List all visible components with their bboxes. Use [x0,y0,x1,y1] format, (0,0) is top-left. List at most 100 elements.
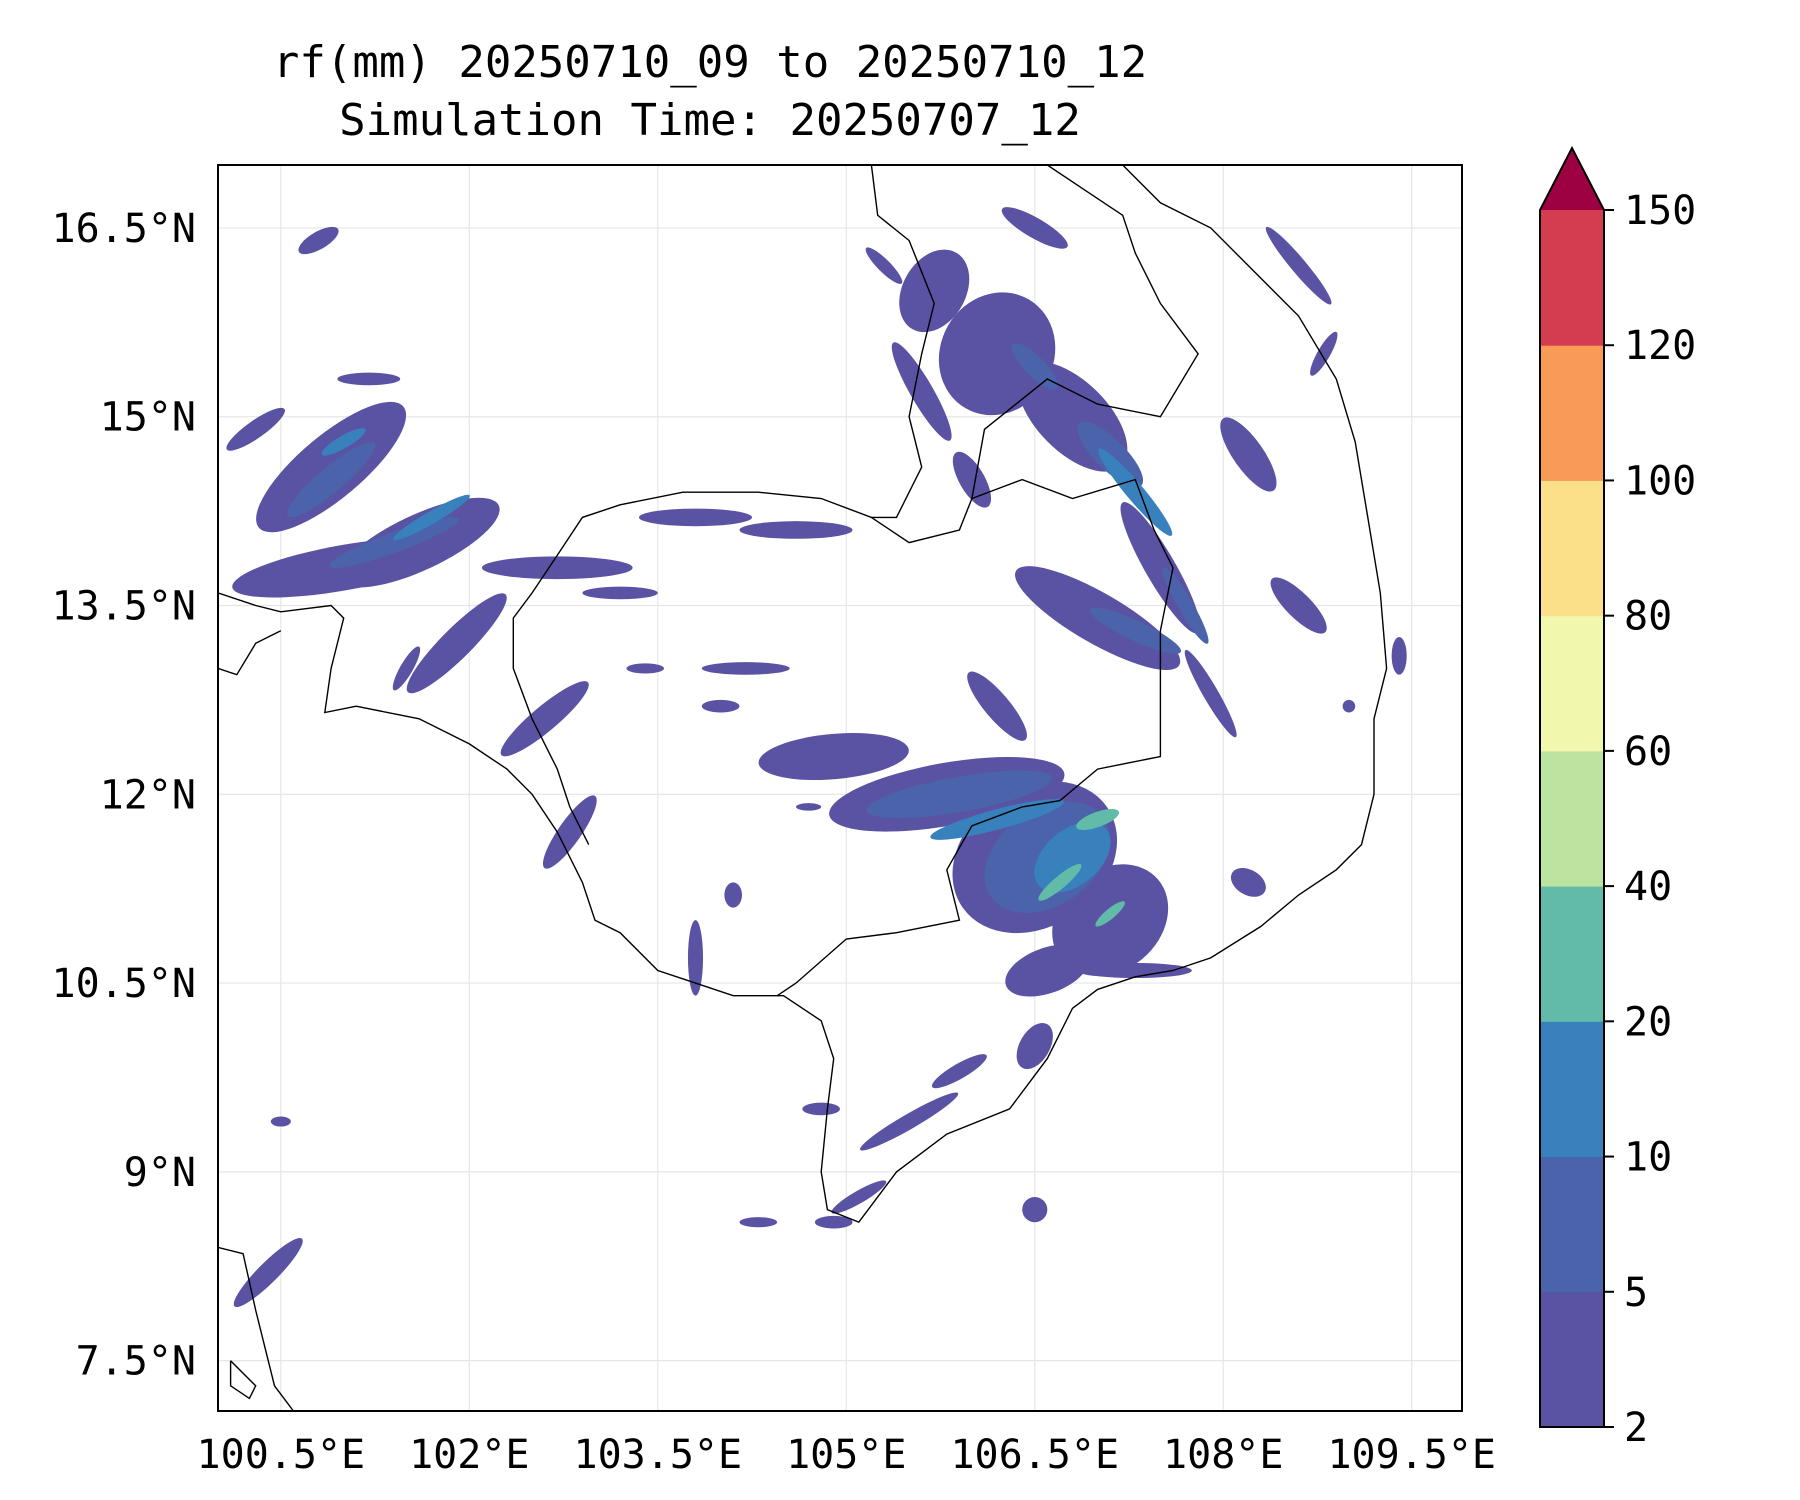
rainfall-patch [891,342,952,441]
colorbar-segment [1540,1021,1604,1158]
latitude-tick-label: 10.5°N [52,961,197,1007]
coastline [218,1246,294,1411]
rainfall-patch [952,451,992,508]
rainfall-patch [638,508,753,527]
rainfall-patch [865,247,903,285]
latitude-tick-label: 9°N [124,1150,196,1196]
colorbar-segment [1540,210,1604,346]
country-border [512,165,935,845]
rainfall-patch [687,920,704,996]
rainfall-patch [1034,821,1111,893]
rainfall-patch [1095,901,1125,927]
rainfall-patch [1098,448,1173,536]
rainfall-patch [337,372,401,386]
colorbar-outline [1539,145,1605,1428]
longitude-tick-label: 100.5°E [197,1432,366,1478]
rainfall-patch [802,1102,840,1116]
longitude-tick-label: 106.5°E [950,1432,1119,1478]
rainfall-patch [1038,863,1082,901]
rainfall-patch [1005,944,1090,997]
rainfall-patch [859,1092,959,1151]
colorbar: 2 5 10 20 40 60 80 100 120 150 [1539,145,1696,1451]
rainfall-patch [796,803,822,811]
latitude-tick-label: 13.5°N [52,584,197,630]
colorbar-tick-label: 60 [1624,729,1672,775]
rainfall-patch [393,494,470,541]
longitude-tick-label: 105°E [786,1432,906,1478]
latitude-tick-label: 12°N [100,772,196,818]
rainfall-patch [1265,226,1332,305]
coastlines-and-borders [218,165,1388,1411]
rainfall-patch [1184,649,1237,738]
longitude-tick-label: 102°E [409,1432,529,1478]
longitude-tick-label: 108°E [1163,1432,1283,1478]
rainfall-patch [1089,607,1182,654]
rainfall-patch [931,1054,987,1089]
rainfall-patch [758,733,909,781]
colorbar-segment [1540,615,1604,752]
rainfall-patch [1270,577,1327,634]
rainfall-patch [328,517,459,569]
colorbar-tick-label: 10 [1624,1135,1672,1181]
colorbar-tick-label: 100 [1624,458,1696,504]
colorbar-tick-label: 40 [1624,864,1672,910]
rainfall-patch [701,662,790,675]
longitude-tick-label: 109.5°E [1327,1432,1496,1478]
rainfall-patch [298,226,339,255]
coastline [229,1360,257,1400]
latitude-axis: 16.5°N 15°N 13.5°N 12°N 10.5°N 9°N 7.5°N [52,206,197,1385]
rainfall-patch [1078,962,1192,979]
colorbar-tick-label: 80 [1624,594,1672,640]
country-border [971,165,1199,499]
rainfall-patch [500,681,589,757]
coastline [218,165,1388,1224]
rainfall-patch [270,1116,291,1127]
rainfall-patch [1220,417,1277,492]
colorbar-segment [1540,1291,1604,1428]
rainfall-patch [321,428,366,456]
rainfall-patch [739,1217,778,1228]
colorbar-tick-label: 120 [1624,323,1696,369]
rainfall-patch [392,646,421,691]
rainfall-patch [899,249,970,333]
colorbar-segment [1540,750,1604,887]
colorbar-tick-label: 20 [1624,999,1672,1045]
rainfall-patch [967,671,1027,741]
rainfall-patch [1162,567,1209,644]
rainfall-patch [1310,331,1338,376]
country-border [218,630,282,676]
rainfall-patch [831,1180,887,1214]
rainfall-patch [1391,636,1407,675]
rainfall-patch [232,538,456,598]
map-title-line1: rf(mm) 20250710_09 to 20250710_12 [272,37,1148,88]
rainfall-patch [582,586,658,600]
rainfall-patch [701,699,740,713]
rainfall-patch [930,799,1064,840]
latitude-tick-label: 16.5°N [52,206,197,252]
rainfall-patch [542,795,597,869]
latitude-tick-label: 7.5°N [76,1339,196,1385]
rainfall-patch [287,442,376,518]
rainfall-patch [1022,1197,1048,1223]
latitude-tick-label: 15°N [100,395,196,441]
map-title-line2: Simulation Time: 20250707_12 [339,95,1081,146]
rainfall-patch [226,407,285,451]
colorbar-tick-label: 2 [1624,1405,1648,1451]
rainfall-patch [406,593,507,694]
rainfall-patch [1011,343,1059,390]
rainfall-patch [739,521,853,539]
longitude-axis: 100.5°E 102°E 103.5°E 105°E 106.5°E 108°E 109.… [197,1432,1496,1478]
map-frame [217,164,1463,1412]
rainfall-patch [1230,867,1266,897]
country-border [776,478,1174,997]
colorbar-tick-label: 150 [1624,188,1696,234]
rainfall-patch [1016,1022,1053,1070]
rainfall-patch [1076,808,1120,830]
rainfall-patch [1342,699,1356,713]
rainfall-patch [866,770,1053,819]
rainfall-patch [626,663,665,674]
colorbar-segment [1540,345,1604,481]
longitude-tick-label: 103.5°E [574,1432,743,1478]
rainfall-patch [481,556,633,580]
